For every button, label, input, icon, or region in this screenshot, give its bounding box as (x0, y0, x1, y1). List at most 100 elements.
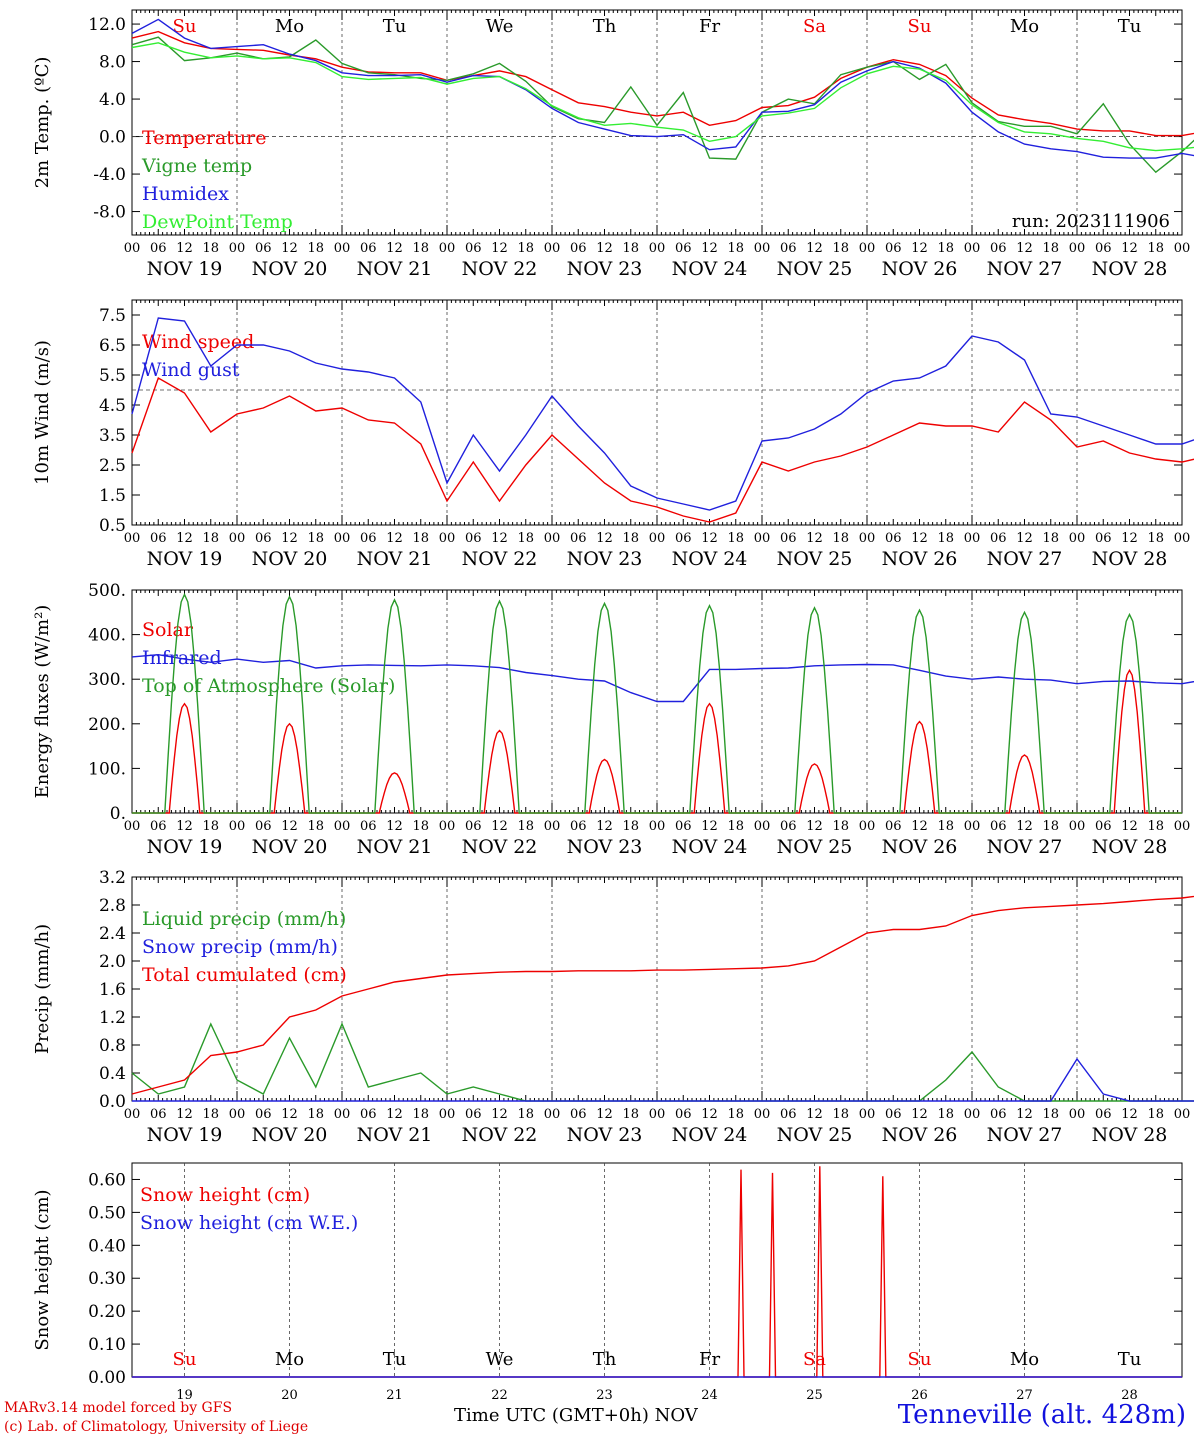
hour-label: 00 (964, 1107, 981, 1122)
y-tick-label: 0.8 (99, 1036, 126, 1056)
hour-label: 18 (727, 819, 744, 834)
day-label: Fr (699, 1349, 720, 1370)
hour-label: 06 (1095, 819, 1112, 834)
hour-label: 18 (412, 1107, 429, 1122)
hour-label: 00 (544, 1107, 561, 1122)
hour-label: 06 (675, 819, 692, 834)
hour-label: 00 (439, 1107, 456, 1122)
legend-entry: Vigne temp (141, 155, 252, 177)
day-label: Sa (803, 16, 826, 37)
hour-label: 18 (412, 819, 429, 834)
hour-label: 18 (937, 241, 954, 256)
lab-credit: (c) Lab. of Climatology, University of L… (4, 1419, 309, 1435)
y-axis-label: Precip (mm/h) (32, 924, 53, 1054)
hour-label: 12 (176, 819, 193, 834)
y-tick-label: 5.5 (99, 366, 126, 386)
hour-label: 00 (229, 819, 246, 834)
legend-entry: Wind gust (142, 359, 240, 381)
hour-label: 18 (937, 531, 954, 546)
hour-label: 00 (754, 1107, 771, 1122)
hour-label: 12 (806, 819, 823, 834)
date-label: NOV 25 (777, 258, 853, 280)
hour-label: 12 (491, 531, 508, 546)
hour-label: 00 (124, 819, 141, 834)
day-label: Mo (275, 16, 304, 37)
hour-label: 12 (701, 819, 718, 834)
hour-label: 06 (675, 1107, 692, 1122)
hour-label: 12 (1121, 531, 1138, 546)
hour-label: 18 (307, 819, 324, 834)
date-label: NOV 20 (252, 258, 328, 280)
day-number-label: 22 (491, 1388, 508, 1400)
hour-label: 18 (1042, 241, 1059, 256)
hour-label: 18 (622, 1107, 639, 1122)
date-label: NOV 20 (252, 548, 328, 570)
hour-label: 06 (150, 1107, 167, 1122)
hour-label: 12 (596, 819, 613, 834)
day-label: Mo (1010, 16, 1039, 37)
hour-label: 12 (911, 819, 928, 834)
hour-label: 18 (517, 819, 534, 834)
hour-label: 18 (1042, 531, 1059, 546)
y-tick-label: 2.5 (99, 456, 126, 476)
y-tick-label: 0.00 (88, 1368, 126, 1388)
series-line (131, 42, 1194, 152)
date-label: NOV 24 (672, 548, 748, 570)
hour-label: 18 (202, 819, 219, 834)
y-tick-label: 3.2 (99, 868, 126, 888)
hour-label: 18 (622, 241, 639, 256)
hour-label: 06 (780, 819, 797, 834)
day-label: Fr (699, 16, 720, 37)
hour-label: 12 (701, 241, 718, 256)
hour-label: 12 (386, 531, 403, 546)
day-number-label: 20 (281, 1388, 298, 1400)
day-number-label: 26 (911, 1388, 928, 1400)
y-tick-label: 2.0 (99, 952, 126, 972)
hour-label: 18 (202, 531, 219, 546)
hour-label: 12 (701, 1107, 718, 1122)
hour-label: 12 (1121, 1107, 1138, 1122)
date-label: NOV 23 (567, 548, 643, 570)
hour-label: 06 (570, 241, 587, 256)
day-number-label: 24 (701, 1388, 718, 1400)
y-tick-label: 1.5 (99, 486, 126, 506)
hour-label: 06 (990, 819, 1007, 834)
hour-label: 00 (1174, 1107, 1191, 1122)
hour-label: 12 (491, 241, 508, 256)
hour-label: 18 (727, 241, 744, 256)
hour-label: 18 (727, 1107, 744, 1122)
day-label: Su (173, 1349, 197, 1370)
legend-entry: Snow precip (mm/h) (142, 936, 338, 958)
y-tick-label: 500. (88, 581, 126, 601)
model-credit: MARv3.14 model forced by GFS (4, 1400, 233, 1416)
hour-label: 06 (360, 241, 377, 256)
y-tick-label: 200. (88, 715, 126, 735)
hour-label: 06 (150, 241, 167, 256)
legend-entry: Temperature (142, 127, 266, 149)
date-label: NOV 23 (567, 836, 643, 858)
hour-label: 00 (124, 1107, 141, 1122)
day-number-label: 19 (176, 1388, 193, 1400)
hour-label: 12 (911, 241, 928, 256)
hour-label: 00 (544, 531, 561, 546)
hour-label: 18 (517, 1107, 534, 1122)
hour-label: 00 (859, 1107, 876, 1122)
hour-label: 00 (334, 241, 351, 256)
hour-label: 06 (885, 1107, 902, 1122)
y-tick-label: 1.6 (99, 980, 126, 1000)
date-label: NOV 26 (882, 258, 958, 280)
hour-label: 12 (176, 1107, 193, 1122)
hour-label: 00 (649, 1107, 666, 1122)
hour-label: 06 (1095, 531, 1112, 546)
date-label: NOV 21 (357, 1124, 433, 1146)
hour-label: 18 (517, 531, 534, 546)
hour-label: 00 (124, 531, 141, 546)
hour-label: 18 (832, 241, 849, 256)
hour-label: 06 (570, 531, 587, 546)
hour-label: 18 (937, 819, 954, 834)
hour-label: 00 (124, 241, 141, 256)
hour-label: 12 (1016, 241, 1033, 256)
hour-label: 12 (281, 241, 298, 256)
y-tick-label: 0.50 (88, 1203, 126, 1223)
day-label: Tu (1118, 1349, 1142, 1370)
